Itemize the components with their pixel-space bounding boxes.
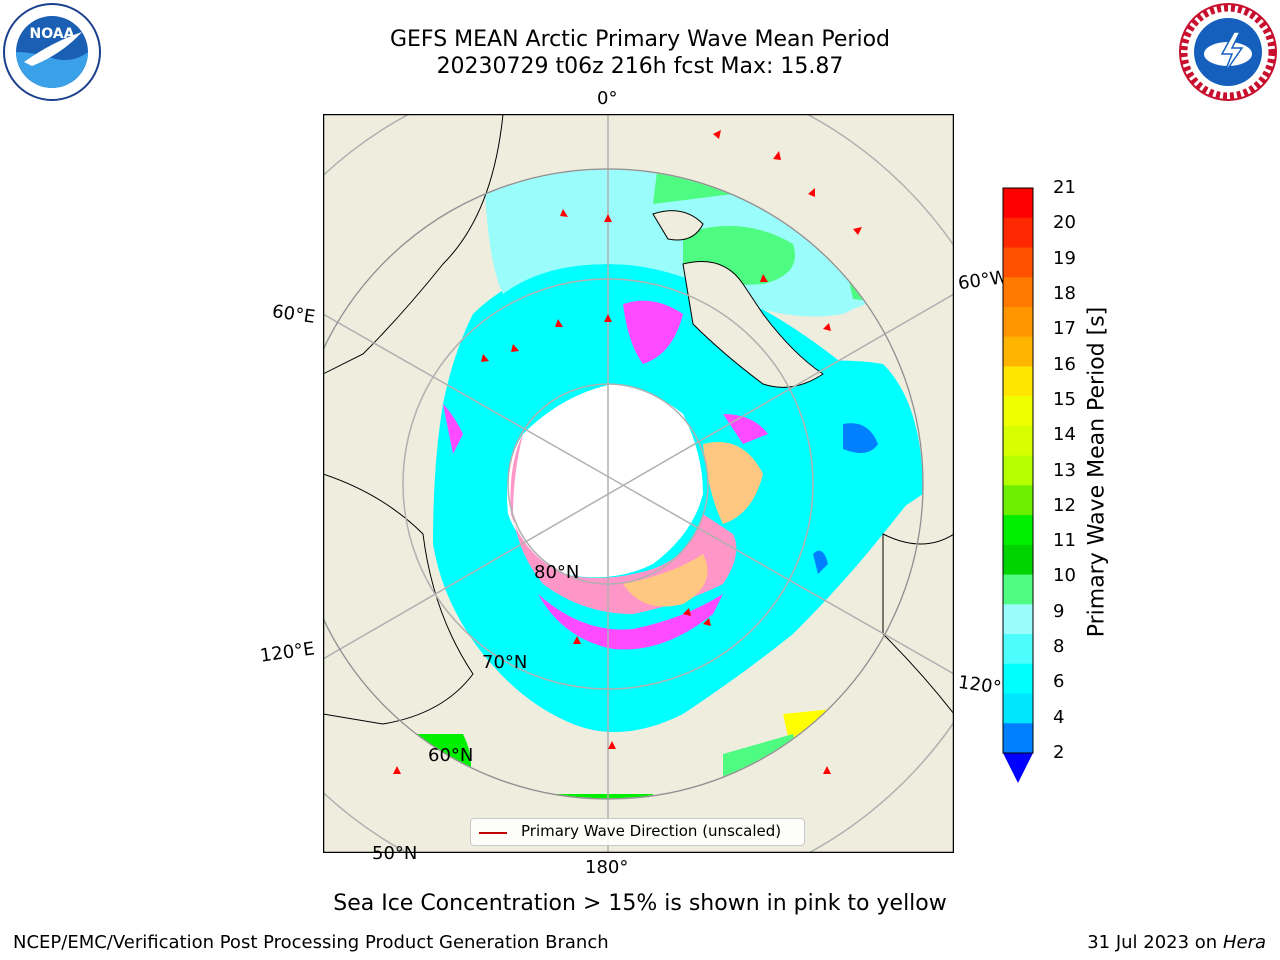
colorbar-tick-label: 9 (1053, 600, 1065, 622)
date-label: 31 Jul 2023 on (1087, 932, 1223, 953)
colorbar-cell (1003, 217, 1033, 248)
lon-label-60e: 60°E (270, 301, 317, 328)
colorbar-cell (1003, 188, 1033, 219)
colorbar-cell (1003, 396, 1033, 427)
colorbar-cell (1003, 515, 1033, 546)
sea-ice-note: Sea Ice Concentration > 15% is shown in … (333, 891, 947, 916)
colorbar-cell (1003, 336, 1033, 367)
credit-text: NCEP/EMC/Verification Post Processing Pr… (13, 932, 609, 953)
colorbar-tick-label: 4 (1053, 706, 1065, 728)
colorbar-cell (1003, 663, 1033, 695)
lon-label-0: 0° (597, 88, 618, 109)
colorbar-cell (1003, 247, 1033, 278)
siberia-land (323, 473, 474, 725)
colorbar-cell (1003, 425, 1033, 457)
lon-label-60w: 60°W (956, 266, 1009, 295)
wave-direction-arrows (393, 130, 862, 774)
colorbar-cell (1003, 544, 1033, 576)
colorbar-label: Primary Wave Mean Period [s] (1084, 306, 1110, 638)
colorbar-cell (1003, 366, 1033, 397)
colorbar-tick-label: 11 (1053, 530, 1076, 552)
lat-label-60n: 60°N (428, 745, 474, 766)
colorbar-cell (1003, 604, 1033, 635)
machine-label: Hera (1222, 932, 1266, 953)
colorbar-cell (1003, 455, 1033, 486)
chart-title: GEFS MEAN Arctic Primary Wave Mean Perio… (389, 27, 890, 52)
colorbar-cell (1003, 693, 1033, 724)
lon-label-120e: 120°E (258, 638, 316, 667)
colorbar-tick-label: 15 (1053, 388, 1076, 410)
colorbar-tick-label: 18 (1053, 282, 1076, 304)
colorbar-tick-label: 2 (1053, 742, 1065, 763)
colorbar-tick-label: 14 (1053, 424, 1076, 446)
colorbar-tick-label: 17 (1053, 318, 1076, 340)
noaa-logo: NOAA (3, 3, 101, 101)
colorbar-tick-label: 10 (1053, 565, 1076, 587)
svalbard-land (652, 210, 704, 241)
colorbar-tick-label: 16 (1053, 353, 1076, 375)
svg-text:NOAA: NOAA (30, 26, 75, 42)
chart-subtitle: 20230729 t06z 216h fcst Max: 15.87 (436, 54, 844, 79)
map-frame (323, 114, 954, 853)
colorbar-tick-label: 19 (1053, 247, 1076, 269)
map-legend: Primary Wave Direction (unscaled) (470, 818, 805, 846)
legend-entry: Primary Wave Direction (unscaled) (521, 822, 782, 840)
lat-label-70n: 70°N (482, 652, 528, 673)
date-text: 31 Jul 2023 on Hera (1087, 932, 1266, 953)
colorbar-cell (1003, 306, 1033, 338)
colorbar-tick-label: 6 (1053, 671, 1065, 693)
colorbar-cell (1003, 634, 1033, 665)
colorbar-cell (1003, 574, 1033, 605)
nws-logo (1179, 3, 1277, 101)
eurasia-land (323, 114, 504, 375)
lat-label-50n: 50°N (372, 843, 418, 864)
lat-label-80n: 80°N (534, 562, 580, 583)
colorbar-cell (1003, 723, 1033, 754)
polar-map (323, 114, 954, 853)
lon-label-180: 180° (585, 857, 629, 878)
colorbar (1002, 187, 1034, 783)
colorbar-tick-label: 8 (1053, 636, 1065, 658)
legend-line-swatch (479, 832, 507, 834)
colorbar-cell (1003, 277, 1033, 308)
colorbar-tick-label: 21 (1053, 177, 1076, 198)
colorbar-tick-label: 13 (1053, 459, 1076, 481)
colorbar-cell (1003, 485, 1033, 516)
colorbar-tick-label: 20 (1053, 212, 1076, 234)
colorbar-extend-triangle (1003, 753, 1033, 783)
colorbar-tick-label: 12 (1053, 494, 1076, 516)
greenland-land (682, 261, 824, 388)
